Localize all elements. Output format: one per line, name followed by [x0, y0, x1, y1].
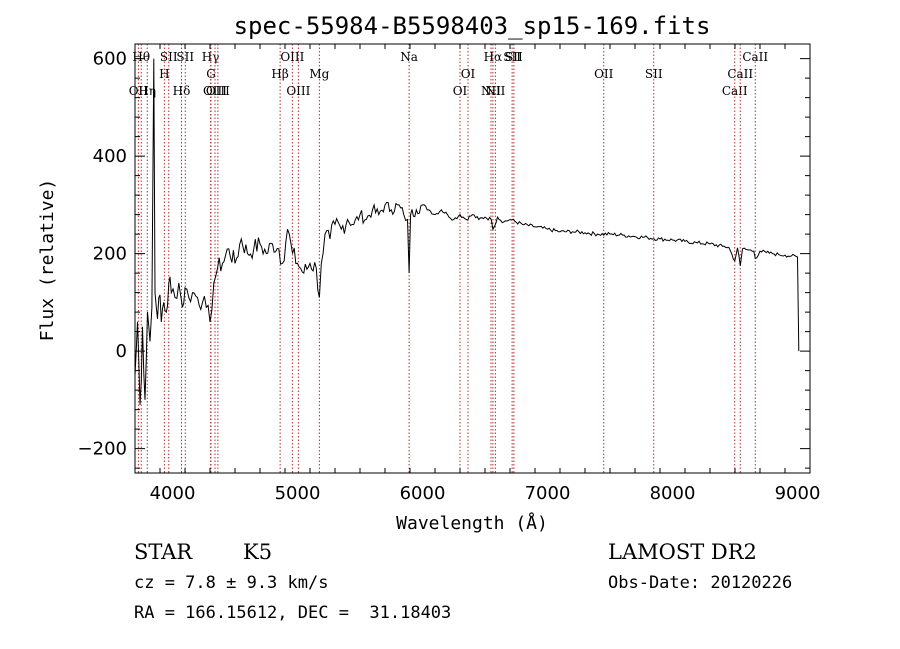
chart-title: spec-55984-B5598403_sp15-169.fits	[234, 12, 711, 40]
x-tick-label: 6000	[400, 483, 446, 504]
line-marker-label: OI	[453, 84, 468, 98]
x-tick-label: 5000	[275, 483, 321, 504]
y-axis-ticks: −200 0 200 400 600	[78, 49, 810, 469]
line-marker-label: Mg	[309, 67, 329, 81]
x-tick-label: 9000	[775, 483, 821, 504]
line-marker-label: SII	[645, 67, 663, 81]
line-marker-label: H	[159, 67, 169, 81]
line-marker-label: OIII	[286, 84, 310, 98]
object-class-label: STAR	[134, 540, 193, 564]
spectrum-series-line	[134, 58, 800, 405]
y-tick-label: 0	[116, 341, 127, 362]
y-tick-label: −200	[78, 439, 127, 460]
line-marker-label: SII	[503, 50, 521, 64]
y-axis-label: Flux (relative)	[37, 179, 58, 342]
line-marker-label: NII	[485, 84, 505, 98]
line-marker-label: Hθ	[132, 50, 150, 64]
line-marker-label: Hγ	[202, 50, 220, 64]
line-marker-label: CaII	[722, 84, 748, 98]
x-axis-label: Wavelength (Å)	[396, 512, 548, 534]
line-marker-label: OI	[461, 67, 476, 81]
y-tick-label: 600	[93, 49, 127, 70]
x-tick-label: 8000	[650, 483, 696, 504]
line-marker-label: SII	[505, 50, 523, 64]
line-marker-label: CaII	[727, 67, 753, 81]
x-tick-label: 4000	[150, 483, 196, 504]
line-marker-label: OII	[129, 84, 149, 98]
survey-label: LAMOST DR2	[608, 540, 757, 564]
line-marker-label: G	[206, 67, 216, 81]
y-tick-label: 200	[93, 244, 127, 265]
y-tick-label: 400	[93, 146, 127, 167]
line-marker-label: SII	[160, 50, 178, 64]
line-marker-label: Hα	[484, 50, 503, 64]
line-marker-label: CaII	[742, 50, 768, 64]
x-tick-label: 7000	[525, 483, 571, 504]
redshift-text: cz = 7.8 ± 9.3 km/s	[134, 573, 329, 593]
line-marker-label: OIII	[280, 50, 304, 64]
obs-date-text: Obs-Date: 20120226	[608, 573, 793, 593]
line-marker-label: Hδ	[173, 84, 191, 98]
line-marker-label: OIII	[203, 84, 227, 98]
line-marker-label: Hη	[138, 84, 156, 98]
line-marker-label: NII	[481, 84, 501, 98]
line-marker-label: OIII	[206, 84, 230, 98]
line-marker-label: SII	[176, 50, 194, 64]
line-marker-label: OII	[594, 67, 614, 81]
object-subclass-label: K5	[243, 540, 273, 564]
x-axis-ticks: 4000 5000 6000 7000 8000 9000	[134, 44, 821, 504]
line-marker-label: Hβ	[271, 67, 288, 81]
radec-text: RA = 166.15612, DEC = 31.18403	[134, 603, 452, 623]
line-marker-label: Na	[400, 50, 418, 64]
plot-frame	[134, 43, 811, 474]
